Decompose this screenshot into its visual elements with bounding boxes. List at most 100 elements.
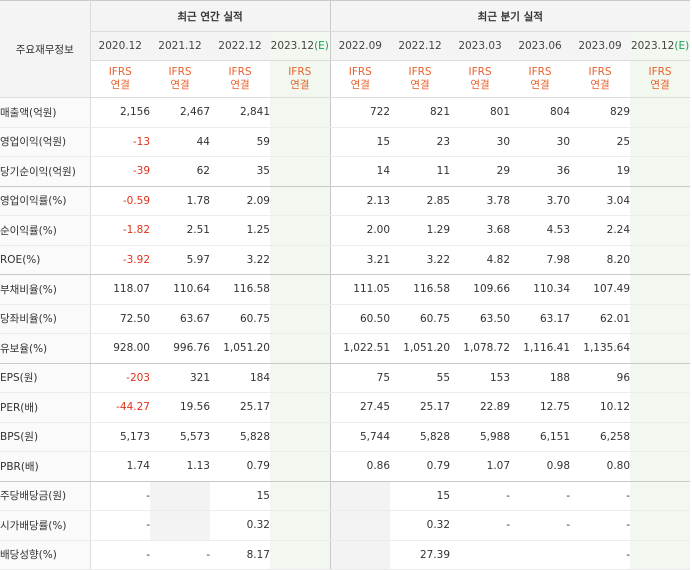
data-cell: 1,135.64 [570, 333, 631, 364]
data-cell: 5.97 [150, 245, 210, 275]
data-cell: 0.98 [510, 451, 571, 482]
data-cell: 22.89 [450, 392, 511, 423]
data-cell: 2,467 [150, 97, 210, 128]
period-header: 2022.12 [210, 31, 270, 61]
basis-header: IFRS 연결 [570, 60, 631, 98]
data-cell [270, 97, 331, 128]
data-cell: 116.58 [210, 274, 270, 305]
table-row: ROE(%) -3.92 5.97 3.22 3.21 3.22 4.82 7.98 8.20 [0, 245, 691, 275]
table-row: 당기순이익(억원) -39 62 35 14 11 29 36 19 [0, 156, 691, 187]
data-cell: 1,078.72 [450, 333, 511, 364]
data-cell [330, 481, 391, 511]
data-cell: 60.75 [210, 304, 270, 334]
data-cell: 116.58 [390, 274, 451, 305]
data-cell: 5,988 [450, 422, 511, 452]
data-cell: 59 [210, 127, 270, 157]
data-cell: - [90, 481, 150, 511]
period-date: 2023.09 [578, 40, 622, 52]
data-cell [630, 127, 691, 157]
data-cell: 996.76 [150, 333, 210, 364]
basis-header: IFRS 연결 [210, 60, 270, 98]
data-cell: 2.13 [330, 186, 391, 216]
data-cell [630, 392, 691, 423]
data-cell: 4.53 [510, 215, 571, 246]
data-cell: 55 [390, 363, 451, 393]
data-cell: 5,173 [90, 422, 150, 452]
basis-scope: 연결 [350, 79, 370, 91]
data-cell: 2,156 [90, 97, 150, 128]
data-cell: 3.22 [390, 245, 451, 275]
row-label: 순이익률(%) [0, 215, 91, 246]
data-cell: 75 [330, 363, 391, 393]
data-cell: 3.78 [450, 186, 511, 216]
row-label: 배당성향(%) [0, 540, 91, 570]
data-cell: - [150, 540, 210, 570]
data-cell [270, 127, 331, 157]
data-cell [630, 245, 691, 275]
data-cell: 928.00 [90, 333, 150, 364]
data-cell: 72.50 [90, 304, 150, 334]
data-cell [270, 540, 331, 570]
period-date: 2020.12 [98, 40, 142, 52]
data-cell: 118.07 [90, 274, 150, 305]
data-cell: 2.85 [390, 186, 451, 216]
data-cell: 1.74 [90, 451, 150, 482]
data-cell: 10.12 [570, 392, 631, 423]
table-row: PBR(배) 1.74 1.13 0.79 0.86 0.79 1.07 0.98 0.80 [0, 451, 691, 482]
data-cell: 44 [150, 127, 210, 157]
data-cell: 4.82 [450, 245, 511, 275]
table-row: 순이익률(%) -1.82 2.51 1.25 2.00 1.29 3.68 4.53 2.24 [0, 215, 691, 246]
data-cell: 1.78 [150, 186, 210, 216]
basis-header: IFRS 연결 [510, 60, 571, 98]
data-cell [630, 510, 691, 541]
table-row: 영업이익률(%) -0.59 1.78 2.09 2.13 2.85 3.78 3.70 3.0… [0, 186, 691, 216]
basis-scope: 연결 [650, 79, 670, 91]
data-cell: - [90, 540, 150, 570]
data-cell: 36 [510, 156, 571, 187]
data-cell: 0.79 [210, 451, 270, 482]
data-cell: 0.79 [390, 451, 451, 482]
basis-header: IFRS 연결 [270, 60, 331, 98]
period-header: 2020.12 [90, 31, 150, 61]
data-cell: - [450, 510, 511, 541]
basis-standard: IFRS [108, 66, 132, 78]
data-cell: 11 [390, 156, 451, 187]
data-cell: 1.07 [450, 451, 511, 482]
data-cell: 25.17 [390, 392, 451, 423]
basis-standard: IFRS [288, 66, 312, 78]
data-cell: 62.01 [570, 304, 631, 334]
row-label: 당기순이익(억원) [0, 156, 91, 187]
period-date: 2023.12 [630, 40, 675, 52]
data-cell: 0.32 [210, 510, 270, 541]
data-cell: 25.17 [210, 392, 270, 423]
table-row: EPS(원) -203 321 184 75 55 153 188 96 [0, 363, 691, 393]
period-date: 2022.12 [398, 40, 442, 52]
estimate-mark: (E) [674, 40, 690, 52]
data-cell: 110.64 [150, 274, 210, 305]
data-cell: 3.70 [510, 186, 571, 216]
period-date: 2023.12 [270, 40, 315, 52]
data-cell [270, 451, 331, 482]
data-cell [630, 274, 691, 305]
data-cell [630, 540, 691, 570]
data-cell: 30 [450, 127, 511, 157]
data-cell [630, 304, 691, 334]
data-cell [150, 510, 210, 541]
basis-scope: 연결 [170, 79, 190, 91]
data-cell: - [570, 510, 631, 541]
data-cell: -203 [90, 363, 150, 393]
basis-standard: IFRS [168, 66, 192, 78]
data-cell: 321 [150, 363, 210, 393]
data-cell: 7.98 [510, 245, 571, 275]
table-row: 배당성향(%) - -8.17 27.39- [0, 540, 691, 570]
period-header: 2022.12 [390, 31, 451, 61]
data-cell [630, 97, 691, 128]
row-label: PER(배) [0, 392, 91, 423]
basis-scope: 연결 [530, 79, 550, 91]
data-cell [630, 363, 691, 393]
data-cell: 8.17 [210, 540, 270, 570]
row-label: 영업이익(억원) [0, 127, 91, 157]
data-cell [270, 215, 331, 246]
data-cell [630, 451, 691, 482]
data-cell: 15 [390, 481, 451, 511]
